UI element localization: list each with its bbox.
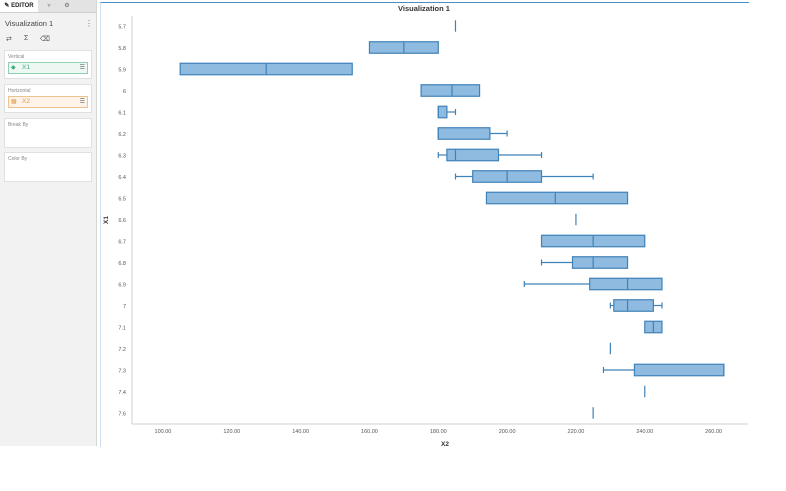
box-item[interactable] [420, 84, 481, 97]
x-tick-labels: 100.00 120.00 140.00 160.00 180.00 200.00 220.… [155, 429, 722, 435]
box-iqr [437, 105, 448, 119]
chart-frame [100, 2, 749, 447]
tab-editor[interactable]: ✎ EDITOR [0, 0, 38, 12]
box-iqr [633, 363, 725, 377]
y-tick-label: 7.4 [118, 390, 126, 396]
pill-menu-icon[interactable]: ☰ [79, 99, 85, 105]
tab-editor-label: EDITOR [11, 3, 34, 9]
y-tick-label: 6.2 [118, 132, 126, 138]
box-iqr [437, 127, 491, 140]
color-by-well[interactable]: Color By [4, 152, 92, 182]
y-tick-label: 7.6 [118, 412, 126, 418]
x-tick-label: 240.00 [636, 429, 653, 435]
y-tick-label: 5.8 [118, 46, 126, 52]
y-tick-label: 6.8 [118, 261, 126, 267]
pill-menu-icon[interactable]: ☰ [79, 65, 85, 71]
horizontal-well[interactable]: Horizontal ▦ X2 ☰ [4, 84, 92, 113]
y-axis-title: X1 [103, 216, 110, 224]
y-tick-label: 7.2 [118, 347, 126, 353]
x-tick-label: 140.00 [292, 429, 309, 435]
sum-icon[interactable]: Σ [24, 35, 29, 42]
x-tick-label: 220.00 [568, 429, 585, 435]
x-tick-label: 200.00 [499, 429, 516, 435]
chart-axes: X1 X2 [103, 16, 748, 448]
box-item[interactable] [437, 127, 508, 140]
x-axis-title: X2 [441, 441, 449, 448]
box-iqr [589, 277, 663, 291]
box-item[interactable] [485, 191, 629, 205]
more-options-icon[interactable]: ⋮ [85, 19, 93, 28]
y-tick-label: 6.1 [118, 111, 126, 117]
editor-panel: ✎ EDITOR ▿ ⚙ Visualization 1 ⋮ ⇄ Σ ⌫ Ver… [0, 0, 97, 446]
x-tick-label: 160.00 [361, 429, 378, 435]
visualization-name[interactable]: Visualization 1 [5, 19, 54, 28]
y-tick-label: 6.9 [118, 283, 126, 289]
box-series [179, 20, 725, 419]
editor-tabs: ✎ EDITOR ▿ ⚙ [0, 0, 96, 13]
horizontal-field-name: X2 [22, 98, 30, 105]
x-tick-label: 260.00 [705, 429, 722, 435]
y-tick-label: 6.6 [118, 218, 126, 224]
horizontal-field-pill[interactable]: ▦ X2 ☰ [8, 96, 88, 108]
break-by-well[interactable]: Break By [4, 118, 92, 148]
box-item[interactable] [540, 234, 646, 248]
measure-icon: ▦ [11, 99, 17, 105]
x-tick-label: 100.00 [155, 429, 172, 435]
box-item[interactable] [179, 62, 353, 76]
dimension-icon: ◆ [11, 65, 16, 71]
box-iqr [446, 148, 500, 162]
gear-icon: ⚙ [64, 3, 70, 9]
color-by-label: Color By [8, 156, 28, 162]
box-iqr [571, 256, 629, 269]
vertical-field-pill[interactable]: ◆ X1 ☰ [8, 62, 88, 74]
box-iqr [613, 299, 654, 312]
horizontal-label: Horizontal [8, 88, 31, 94]
y-tick-label: 6.5 [118, 197, 126, 203]
vertical-well[interactable]: Vertical ◆ X1 ☰ [4, 50, 92, 79]
y-tick-label: 5.7 [118, 25, 126, 31]
vertical-field-name: X1 [22, 64, 30, 71]
box-iqr [485, 191, 629, 205]
box-item[interactable] [437, 105, 457, 119]
box-iqr [420, 84, 481, 97]
vertical-label: Vertical [8, 54, 25, 60]
box-item[interactable] [602, 363, 725, 377]
y-tick-label: 5.9 [118, 68, 126, 74]
y-tick-label: 6.7 [118, 240, 126, 246]
pencil-icon: ✎ [4, 3, 10, 9]
y-tick-label: 6 [123, 89, 126, 95]
chart-title: Visualization 1 [398, 4, 450, 13]
tab-settings[interactable]: ⚙ [58, 0, 76, 12]
y-tick-label: 7.3 [118, 369, 126, 375]
box-item[interactable] [454, 170, 594, 183]
axis-swap-icon[interactable]: ⇄ [6, 36, 12, 43]
box-item[interactable] [609, 299, 663, 312]
box-item[interactable] [523, 277, 663, 291]
y-tick-labels: 5.7 5.8 5.9 6 6.1 6.2 6.3 6.4 6.5 6.6 6.7 6.8 6.9 7 7.… [118, 25, 126, 418]
y-tick-label: 7 [123, 304, 126, 310]
tab-filter[interactable]: ▿ [40, 0, 58, 12]
filter-icon: ▿ [47, 3, 51, 9]
box-item[interactable] [540, 256, 629, 269]
y-tick-label: 6.4 [118, 175, 126, 181]
y-tick-label: 7.1 [118, 326, 126, 332]
box-item[interactable] [644, 320, 663, 334]
x-tick-label: 180.00 [430, 429, 447, 435]
box-item[interactable] [437, 148, 543, 162]
break-by-label: Break By [8, 122, 29, 128]
x-tick-label: 120.00 [223, 429, 240, 435]
y-tick-label: 6.3 [118, 154, 126, 160]
eraser-icon[interactable]: ⌫ [40, 36, 50, 43]
box-item[interactable] [368, 41, 439, 54]
